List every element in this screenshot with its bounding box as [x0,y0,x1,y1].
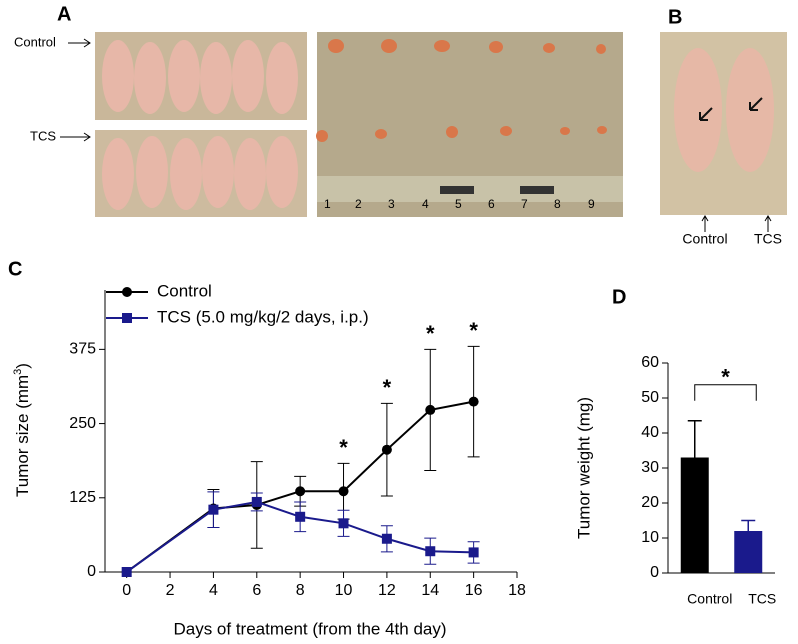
panel-letter: C [8,258,22,280]
point [295,511,306,522]
arrow [68,38,91,48]
bar [734,531,763,573]
y-label-text: Tumor size (mm [13,375,32,497]
y-tick-label: 30 [641,459,659,476]
svg-text:1: 1 [324,197,331,211]
legend-marker [122,313,132,323]
y-tick-label: 10 [641,529,659,546]
x-tick-label: 2 [166,582,175,599]
y-tick-label: 50 [641,389,659,406]
y-tick-label: 0 [650,564,659,581]
legend-label: Control [157,281,212,300]
x-tick-label: 10 [335,582,353,599]
svg-text:3: 3 [388,197,395,211]
svg-text:9: 9 [588,197,595,211]
y-tick-label: 250 [69,415,96,432]
x-tick-label: 4 [209,582,218,599]
mouse-label: Control [682,231,727,247]
y-axis-label: Tumor weight (mg) [574,397,593,539]
point [295,486,306,497]
svg-text:8: 8 [554,197,561,211]
significance-mark: * [339,435,348,460]
point [208,504,219,515]
svg-text:5: 5 [455,197,462,211]
point [338,486,349,497]
x-tick-label: 14 [421,582,439,599]
row-label: TCS [30,128,56,143]
y-tick-label: 20 [641,494,659,511]
svg-text:7: 7 [521,197,528,211]
significance-bracket [694,384,757,401]
panel-letter: D [612,286,626,308]
point [251,496,262,507]
photo-pair [660,32,787,215]
point [381,533,392,544]
error-bar [687,420,702,458]
series-line [126,500,474,573]
point [121,567,132,577]
x-tick-label: TCS [748,591,776,607]
error-bar [741,519,756,531]
y-tick-label: 60 [641,354,659,371]
legend-marker [122,287,132,297]
y-label-end: ) [13,363,32,369]
svg-text:4: 4 [422,197,429,211]
y-tick-label: 375 [69,341,96,358]
y-tick-label: 125 [69,489,96,506]
arrow [60,132,91,142]
bar [680,457,709,573]
arrow [764,215,772,232]
significance-mark: * [721,365,730,390]
svg-text:6: 6 [488,197,495,211]
y-axis-label: Tumor size (mm3) [12,363,33,497]
x-tick-label: Control [687,591,732,607]
y-label-sup: 3 [12,369,24,375]
point [338,518,349,529]
photo-tumors: 1 2 3 4 5 6 7 8 9 [316,32,623,217]
x-tick-label: 8 [296,582,305,599]
point [425,546,436,557]
x-tick-label: 0 [122,582,131,599]
point [468,547,479,558]
y-tick-label: 0 [87,563,96,580]
point [425,404,436,415]
point [381,444,392,455]
legend-label: TCS (5.0 mg/kg/2 days, i.p.) [157,307,369,326]
row-label: Control [14,34,56,49]
arrow [701,215,709,232]
x-tick-label: 12 [378,582,396,599]
x-axis-label: Days of treatment (from the 4th day) [173,619,446,638]
x-tick-label: 18 [508,582,526,599]
svg-text:2: 2 [355,197,362,211]
significance-mark: * [469,318,478,343]
x-tick-label: 16 [465,582,483,599]
panel-letter: B [668,6,682,28]
point [468,396,479,407]
y-tick-label: 40 [641,424,659,441]
significance-mark: * [383,375,392,400]
panel-letter: A [57,3,71,25]
x-tick-label: 6 [252,582,261,599]
significance-mark: * [426,321,435,346]
photo-mice [95,32,307,217]
mouse-label: TCS [754,231,782,247]
